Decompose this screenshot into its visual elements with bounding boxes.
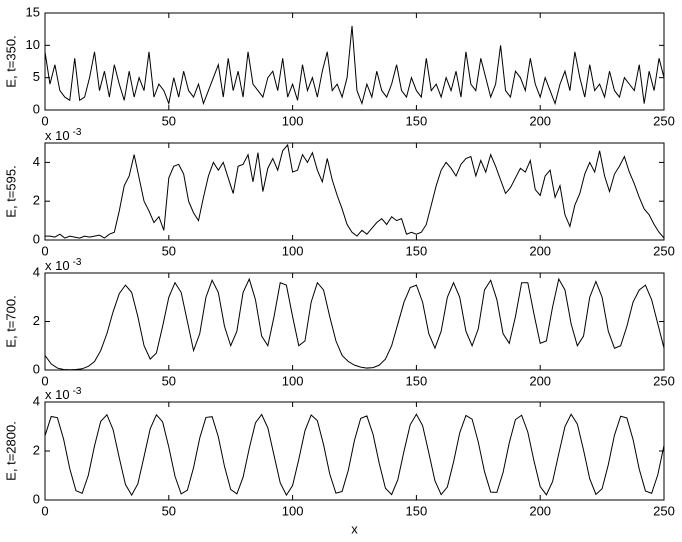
x-tick-label: 100 [282, 243, 304, 258]
x-tick-label: 0 [41, 243, 48, 258]
x-tick-label: 50 [162, 113, 176, 128]
line-series [45, 413, 664, 497]
subplot: 0 50 100 150 200 250 0 2 4 E, t=2800. x 10 -3 x [3, 386, 674, 537]
x-tick-label: 150 [406, 113, 428, 128]
y-axis-label: E, t=2800. [3, 421, 18, 481]
subplot: 0 50 100 150 200 250 0 2 4 E, t=700. x 10 -3 [3, 257, 674, 389]
y-axis-label: E, t=350. [3, 35, 18, 87]
x-tick-label: 100 [282, 503, 304, 518]
x-tick-label: 200 [529, 503, 551, 518]
x-tick-label: 250 [653, 373, 675, 388]
x-tick-label: 250 [653, 503, 675, 518]
line-series [45, 25, 664, 106]
plot-area [45, 277, 664, 370]
x-tick-label: 50 [162, 243, 176, 258]
y-tick-label: 4 [33, 264, 40, 279]
axes-frame [44, 401, 665, 501]
y-axis-label: E, t=595. [3, 165, 18, 217]
multiplier-exponent: -3 [73, 127, 82, 138]
line-series [45, 277, 664, 370]
x-tick-label: 50 [162, 373, 176, 388]
multiplier-exponent: -3 [73, 257, 82, 268]
y-tick-label: 2 [33, 313, 40, 328]
x-tick-label: 0 [41, 113, 48, 128]
multiplier-exponent: -3 [73, 386, 82, 397]
x-tick-label: 100 [282, 373, 304, 388]
subplot: 0 50 100 150 200 250 0 2 4 E, t=595. x 10 -3 [3, 127, 674, 259]
x-axis-label: x [351, 521, 358, 536]
multiplier-base: x 10 [45, 258, 70, 273]
x-tick-label: 150 [406, 503, 428, 518]
y-tick-label: 4 [33, 154, 40, 169]
multiplier-base: x 10 [45, 128, 70, 143]
subplot: 0 50 100 150 200 250 0 5 10 15 E, t=350. [3, 4, 674, 128]
axis-multiplier: x 10 -3 [45, 127, 82, 144]
x-tick-label: 0 [41, 503, 48, 518]
x-tick-label: 50 [162, 503, 176, 518]
y-tick-label: 0 [33, 231, 40, 246]
y-axis-label: E, t=700. [3, 295, 18, 347]
axis-multiplier: x 10 -3 [45, 257, 82, 274]
plot-area [45, 413, 664, 497]
plot-area [45, 25, 664, 106]
y-tick-label: 15 [26, 4, 40, 19]
x-tick-label: 250 [653, 243, 675, 258]
y-tick-label: 0 [33, 491, 40, 506]
x-tick-label: 250 [653, 113, 675, 128]
x-tick-label: 100 [282, 113, 304, 128]
y-tick-label: 5 [33, 69, 40, 84]
x-tick-label: 150 [406, 373, 428, 388]
y-tick-label: 0 [33, 361, 40, 376]
multiplier-base: x 10 [45, 387, 70, 402]
axes-frame [44, 12, 665, 111]
x-tick-label: 200 [529, 373, 551, 388]
x-tick-label: 150 [406, 243, 428, 258]
x-tick-label: 200 [529, 113, 551, 128]
y-tick-label: 10 [26, 37, 40, 52]
line-series [45, 143, 664, 239]
y-tick-label: 2 [33, 442, 40, 457]
y-tick-label: 4 [33, 393, 40, 408]
y-tick-label: 0 [33, 101, 40, 116]
x-tick-label: 200 [529, 243, 551, 258]
plot-area [45, 143, 664, 239]
axis-multiplier: x 10 -3 [45, 386, 82, 403]
axes-frame [44, 142, 665, 241]
y-tick-label: 2 [33, 193, 40, 208]
x-tick-label: 0 [41, 373, 48, 388]
